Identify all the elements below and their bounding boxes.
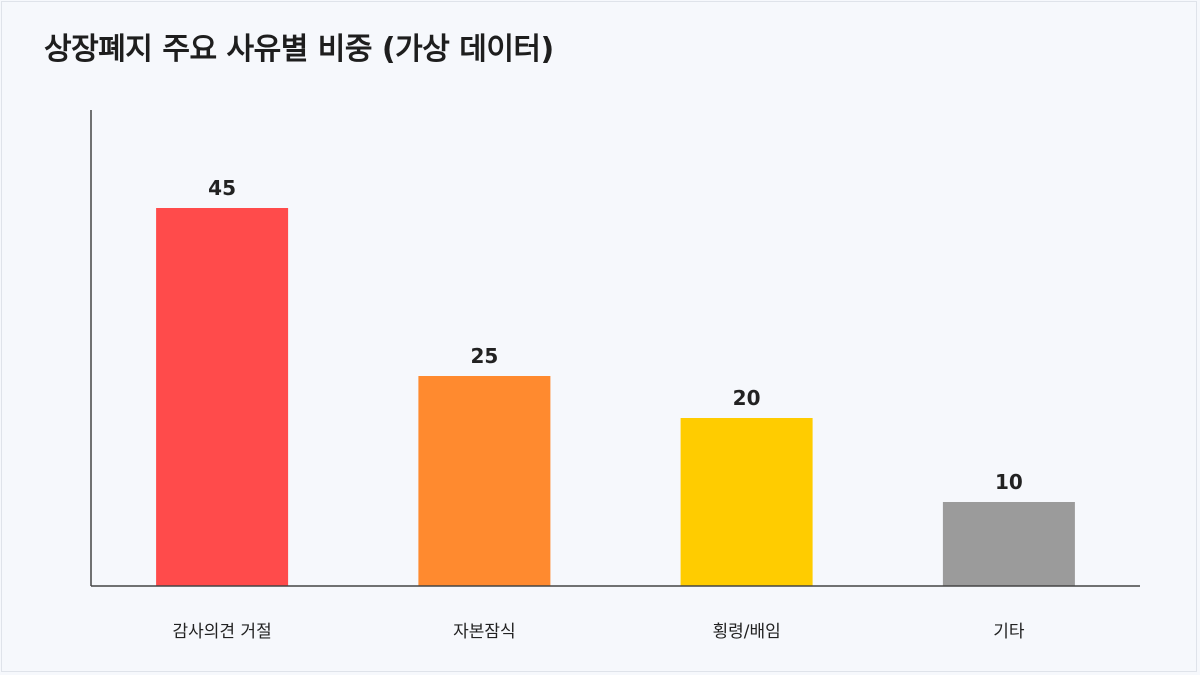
x-tick-label-1: 감사의견 거절: [172, 622, 271, 642]
bar-4: [942, 502, 1075, 586]
bar-2: [418, 376, 551, 586]
x-tick-label-3: 횡령/배임: [712, 622, 780, 642]
bar-value-label-4: 10: [995, 470, 1023, 494]
x-tick-label-2: 자본잠식: [453, 622, 516, 642]
bars-group: [156, 208, 1075, 586]
x-tick-label-4: 기타: [993, 622, 1025, 642]
bar-value-label-1: 45: [208, 176, 236, 200]
bar-1: [156, 208, 289, 586]
chart-title: 상장폐지 주요 사유별 비중 (가상 데이터): [44, 32, 554, 67]
category-labels-group: 감사의견 거절 자본잠식 횡령/배임 기타: [172, 622, 1024, 642]
value-labels-group: 45 25 20 10: [208, 176, 1023, 494]
bar-value-label-2: 25: [470, 344, 498, 368]
bar-3: [680, 418, 813, 586]
bar-value-label-3: 20: [733, 386, 761, 410]
